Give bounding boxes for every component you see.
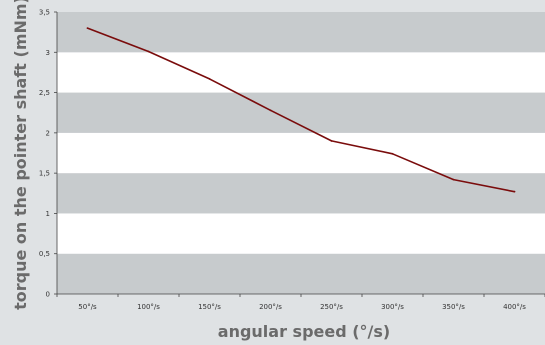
- y-tick-label: 3,5: [39, 9, 50, 17]
- grid-band: [57, 213, 545, 254]
- grid-band: [57, 253, 545, 294]
- x-tick-label: 400°/s: [503, 303, 526, 311]
- y-axis-title: torque on the pointer shaft (mNm): [11, 0, 30, 310]
- x-tick-label: 50°/s: [78, 303, 97, 311]
- data-point: [86, 27, 89, 30]
- x-tick-labels: 50°/s 100°/s 150°/s 200°/s 250°/s 300°/s 350°/…: [78, 303, 526, 311]
- y-tick-label: 1,5: [39, 170, 50, 178]
- data-point: [391, 152, 394, 155]
- grid-band: [57, 173, 545, 214]
- data-point: [452, 178, 455, 181]
- grid-bands: [57, 12, 545, 294]
- x-axis-title: angular speed (°/s): [218, 322, 390, 341]
- y-tick-label: 1: [46, 210, 50, 218]
- y-tick-label: 2: [46, 129, 50, 137]
- grid-band: [57, 12, 545, 53]
- y-tick-label: 0: [46, 291, 50, 299]
- data-point: [208, 77, 211, 80]
- grid-band: [57, 132, 545, 174]
- grid-band: [57, 92, 545, 133]
- x-tick-label: 350°/s: [442, 303, 465, 311]
- x-tick-label: 200°/s: [259, 303, 282, 311]
- data-point: [147, 50, 150, 53]
- data-point: [513, 190, 516, 193]
- series-line: [87, 27, 515, 193]
- series-lines: [86, 27, 516, 193]
- x-tick-label: 250°/s: [320, 303, 343, 311]
- y-tick-labels: 0 0,5 1 1,5 2 2,5 3 3,5: [39, 9, 50, 299]
- axes: [54, 11, 545, 297]
- y-tick-label: 2,5: [39, 89, 50, 97]
- x-tick-label: 150°/s: [198, 303, 221, 311]
- x-tick-label: 300°/s: [381, 303, 404, 311]
- y-tick-label: 0,5: [39, 250, 50, 258]
- data-point: [330, 140, 333, 142]
- data-point: [269, 109, 272, 112]
- grid-band: [57, 52, 545, 93]
- x-tick-label: 100°/s: [137, 303, 160, 311]
- y-tick-label: 3: [46, 49, 50, 57]
